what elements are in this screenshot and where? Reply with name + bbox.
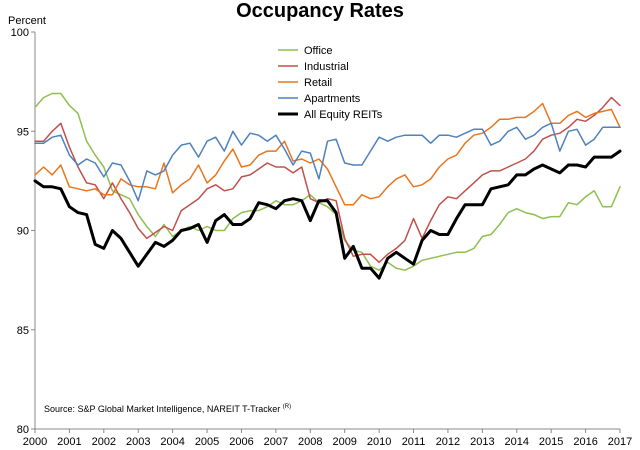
x-tick-label: 2002 — [92, 436, 116, 448]
x-tick-label: 2014 — [505, 436, 529, 448]
y-tick-label: 85 — [17, 325, 29, 337]
series-line-industrial — [34, 96, 621, 264]
plot-axes — [31, 31, 621, 433]
series-line-retail — [34, 102, 621, 206]
legend-label-industrial: Industrial — [304, 61, 349, 73]
y-tick-label: 80 — [17, 424, 29, 436]
x-tick-label: 2007 — [264, 436, 288, 448]
x-tick-label: 2003 — [126, 436, 150, 448]
y-tick-label: 95 — [17, 126, 29, 138]
x-tick-label: 2008 — [298, 436, 322, 448]
x-tick-label: 2005 — [195, 436, 219, 448]
legend-label-all-equity-reits: All Equity REITs — [304, 109, 383, 121]
chart-title: Occupancy Rates — [236, 0, 404, 22]
x-tick-label: 2001 — [57, 436, 81, 448]
source-registered-mark: (R) — [283, 404, 291, 410]
x-tick-labels: 2000 2001 2002 2003 2004 2005 2006 2007 2008 2009… — [23, 436, 632, 448]
x-tick-label: 2016 — [573, 436, 597, 448]
y-tick-labels: 80 85 90 95 100 — [11, 27, 29, 436]
source-text: Source: S&P Global Market Intelligence, … — [44, 404, 280, 414]
y-tick-label: 100 — [11, 27, 29, 39]
x-tick-label: 2009 — [332, 436, 356, 448]
x-tick-label: 2010 — [367, 436, 391, 448]
series-line-apartments — [34, 122, 621, 202]
x-tick-label: 2013 — [470, 436, 494, 448]
chart-legend: Office Industrial Retail Apartments All Equi… — [278, 45, 383, 121]
legend-label-retail: Retail — [304, 77, 332, 89]
x-tick-label: 2000 — [23, 436, 47, 448]
series-line-all-equity-reits — [33, 149, 622, 280]
source-note: Source: S&P Global Market Intelligence, … — [44, 404, 291, 414]
x-tick-label: 2012 — [436, 436, 460, 448]
x-tick-label: 2011 — [402, 436, 426, 448]
series-line-office — [34, 92, 621, 271]
x-tick-label: 2006 — [229, 436, 253, 448]
x-tick-label: 2004 — [160, 436, 184, 448]
x-tick-label: 2017 — [608, 436, 632, 448]
y-tick-label: 90 — [17, 226, 29, 238]
legend-label-apartments: Apartments — [304, 93, 361, 105]
x-tick-label: 2015 — [539, 436, 563, 448]
y-axis-label: Percent — [8, 15, 46, 27]
legend-label-office: Office — [304, 45, 333, 57]
series-lines — [33, 92, 622, 280]
